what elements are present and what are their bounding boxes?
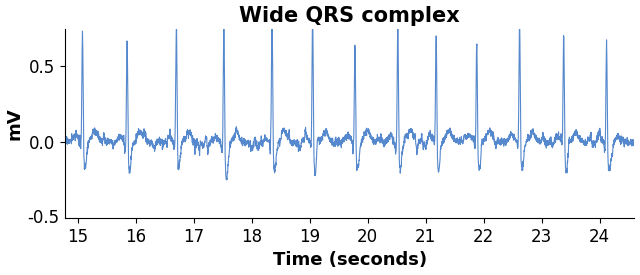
Y-axis label: mV: mV: [6, 107, 24, 140]
Text: -0.5: -0.5: [28, 209, 60, 227]
X-axis label: Time (seconds): Time (seconds): [273, 251, 427, 270]
Title: Wide QRS complex: Wide QRS complex: [239, 6, 460, 26]
